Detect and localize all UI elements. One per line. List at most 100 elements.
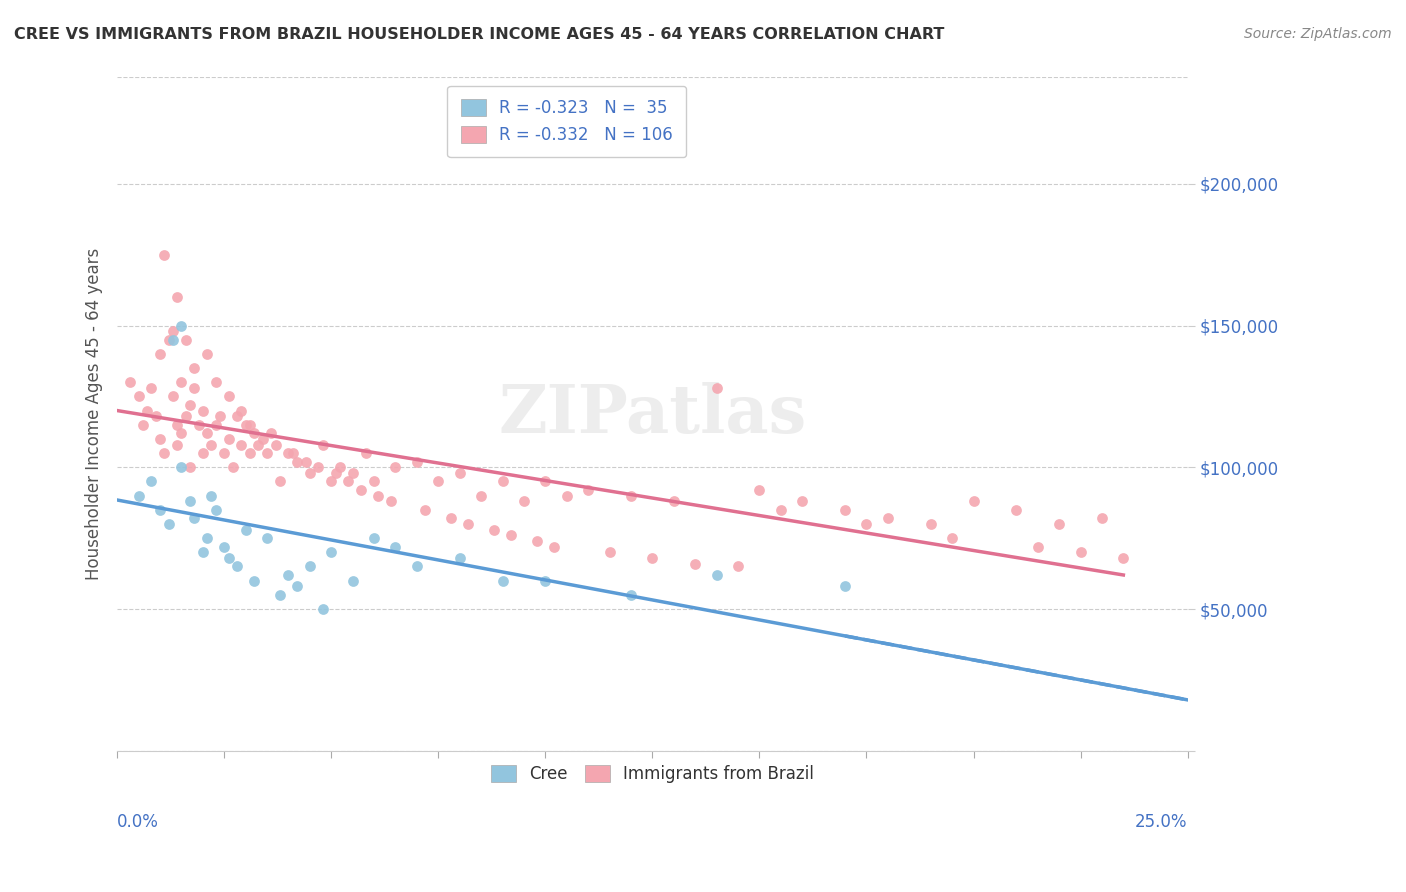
Point bbox=[294, 454, 316, 468]
Point bbox=[145, 409, 167, 424]
Point bbox=[170, 426, 193, 441]
Point bbox=[491, 475, 513, 489]
Point bbox=[325, 466, 347, 480]
Point bbox=[769, 503, 792, 517]
Point bbox=[166, 437, 188, 451]
Point bbox=[128, 389, 150, 403]
Point bbox=[706, 381, 728, 395]
Point bbox=[329, 460, 352, 475]
Text: 25.0%: 25.0% bbox=[1135, 814, 1188, 831]
Point bbox=[384, 540, 406, 554]
Point bbox=[170, 460, 193, 475]
Point bbox=[354, 446, 377, 460]
Point bbox=[264, 437, 287, 451]
Point bbox=[212, 446, 235, 460]
Point bbox=[920, 516, 942, 531]
Point bbox=[157, 333, 180, 347]
Point bbox=[239, 446, 262, 460]
Point bbox=[363, 531, 385, 545]
Point bbox=[748, 483, 770, 497]
Point bbox=[526, 533, 548, 548]
Point bbox=[149, 347, 172, 361]
Point bbox=[256, 446, 278, 460]
Point bbox=[706, 568, 728, 582]
Point bbox=[170, 318, 193, 333]
Point bbox=[440, 511, 463, 525]
Point bbox=[662, 494, 685, 508]
Point bbox=[235, 523, 257, 537]
Point bbox=[307, 460, 329, 475]
Point bbox=[118, 375, 141, 389]
Y-axis label: Householder Income Ages 45 - 64 years: Householder Income Ages 45 - 64 years bbox=[86, 248, 103, 580]
Point bbox=[191, 403, 214, 417]
Point bbox=[941, 531, 963, 545]
Point bbox=[157, 516, 180, 531]
Point bbox=[350, 483, 373, 497]
Point bbox=[470, 489, 492, 503]
Point bbox=[683, 557, 706, 571]
Point bbox=[252, 432, 274, 446]
Point bbox=[235, 417, 257, 432]
Point bbox=[457, 516, 479, 531]
Point bbox=[170, 375, 193, 389]
Point bbox=[212, 540, 235, 554]
Point bbox=[179, 494, 201, 508]
Point bbox=[384, 460, 406, 475]
Point bbox=[342, 574, 364, 588]
Point bbox=[200, 437, 222, 451]
Point bbox=[191, 545, 214, 559]
Point bbox=[166, 417, 188, 432]
Point bbox=[277, 446, 299, 460]
Point bbox=[406, 559, 429, 574]
Point bbox=[218, 389, 240, 403]
Point bbox=[132, 417, 155, 432]
Point bbox=[576, 483, 599, 497]
Point bbox=[449, 551, 471, 566]
Point bbox=[162, 324, 184, 338]
Point bbox=[855, 516, 877, 531]
Point bbox=[174, 409, 197, 424]
Point bbox=[179, 460, 201, 475]
Point bbox=[191, 446, 214, 460]
Point bbox=[149, 503, 172, 517]
Point bbox=[1070, 545, 1092, 559]
Point bbox=[239, 417, 262, 432]
Point bbox=[834, 579, 856, 593]
Point bbox=[128, 489, 150, 503]
Point bbox=[555, 489, 578, 503]
Point bbox=[208, 409, 231, 424]
Point bbox=[166, 290, 188, 304]
Point bbox=[174, 333, 197, 347]
Point bbox=[415, 503, 437, 517]
Point bbox=[226, 559, 249, 574]
Point bbox=[204, 375, 226, 389]
Point bbox=[406, 454, 429, 468]
Point bbox=[491, 574, 513, 588]
Point bbox=[204, 503, 226, 517]
Point bbox=[149, 432, 172, 446]
Point bbox=[501, 528, 523, 542]
Point bbox=[620, 588, 643, 602]
Point bbox=[620, 489, 643, 503]
Point bbox=[1091, 511, 1114, 525]
Point bbox=[183, 511, 205, 525]
Point bbox=[321, 475, 343, 489]
Point bbox=[363, 475, 385, 489]
Point bbox=[298, 466, 321, 480]
Point bbox=[195, 426, 218, 441]
Point bbox=[482, 523, 505, 537]
Point bbox=[285, 454, 308, 468]
Point bbox=[247, 437, 270, 451]
Point bbox=[269, 475, 291, 489]
Point bbox=[321, 545, 343, 559]
Point bbox=[269, 588, 291, 602]
Text: CREE VS IMMIGRANTS FROM BRAZIL HOUSEHOLDER INCOME AGES 45 - 64 YEARS CORRELATION: CREE VS IMMIGRANTS FROM BRAZIL HOUSEHOLD… bbox=[14, 27, 945, 42]
Point bbox=[380, 494, 402, 508]
Point bbox=[222, 460, 245, 475]
Point bbox=[641, 551, 664, 566]
Point bbox=[141, 475, 163, 489]
Point bbox=[599, 545, 621, 559]
Point bbox=[1047, 516, 1070, 531]
Point bbox=[312, 437, 335, 451]
Point bbox=[792, 494, 814, 508]
